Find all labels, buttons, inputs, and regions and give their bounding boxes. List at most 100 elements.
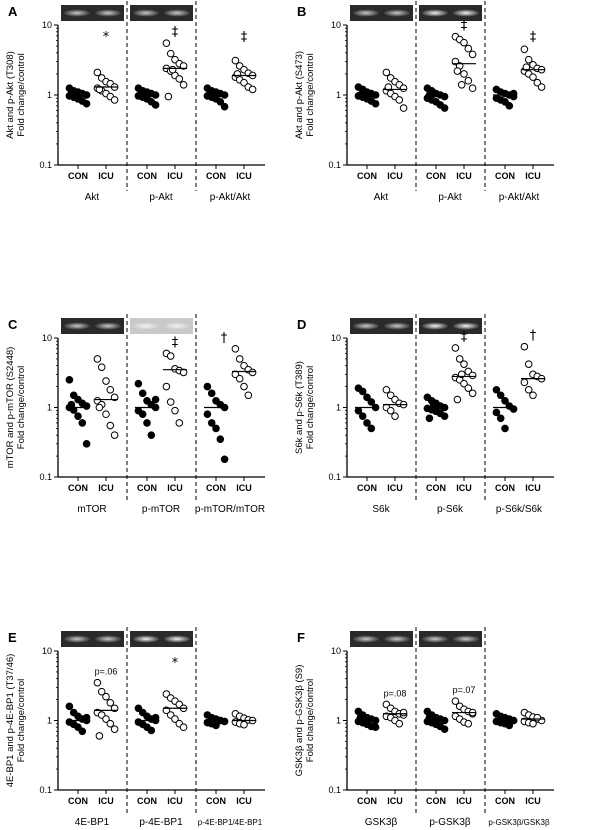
blot-strip bbox=[130, 318, 193, 334]
icu-point bbox=[171, 406, 179, 415]
panel-f: F GSK3β and p-GSK3β (S9) Fold change/contr… bbox=[294, 627, 554, 828]
icu-point bbox=[520, 45, 529, 54]
category-label: p-Akt/Akt bbox=[499, 192, 540, 203]
con-point bbox=[207, 419, 216, 427]
con-point bbox=[82, 440, 91, 448]
blot-band bbox=[453, 635, 479, 643]
y-axis-label: S6k and p-S6k (T389) bbox=[294, 361, 305, 454]
blot-band bbox=[64, 9, 90, 17]
icu-point bbox=[391, 412, 399, 420]
blot-band bbox=[95, 635, 121, 643]
x-tick-label: ICU bbox=[525, 171, 541, 181]
icu-point bbox=[524, 385, 533, 394]
significance-annotation: p=.06 bbox=[95, 667, 118, 677]
con-point bbox=[371, 723, 380, 732]
icu-point bbox=[529, 391, 537, 400]
icu-point bbox=[179, 62, 188, 70]
icu-point bbox=[93, 678, 102, 687]
category-2: CON ICU p-4E-BP1/4E-BP1 bbox=[198, 709, 263, 827]
icu-point bbox=[240, 382, 248, 391]
category-0: CON ICU Akt * bbox=[65, 30, 119, 203]
category-label: p-mTOR bbox=[142, 504, 180, 515]
icu-point bbox=[168, 65, 177, 74]
icu-point bbox=[97, 363, 106, 372]
blot-background bbox=[350, 318, 413, 334]
y-tick-label: 0.1 bbox=[328, 160, 341, 170]
icu-point bbox=[164, 92, 173, 101]
category-label: Akt bbox=[374, 192, 389, 203]
x-tick-label: ICU bbox=[387, 483, 403, 493]
icu-point bbox=[233, 70, 242, 78]
significance-annotation: ‡ bbox=[530, 30, 537, 45]
blot-strip bbox=[350, 318, 413, 334]
blot-background bbox=[130, 318, 193, 334]
icu-point bbox=[102, 377, 110, 385]
x-tick-label: ICU bbox=[167, 796, 183, 806]
panel-letter: A bbox=[8, 4, 18, 19]
category-label: p-GSK3β/GSK3β bbox=[488, 818, 550, 827]
y-axis-label: Fold change/control bbox=[16, 53, 27, 136]
icu-point bbox=[460, 360, 468, 368]
con-point bbox=[134, 379, 143, 388]
y-tick-label: 10 bbox=[331, 646, 341, 656]
y-axis-label: mTOR and p-mTOR (S2448) bbox=[5, 347, 16, 469]
y-axis-label: Fold change/control bbox=[305, 679, 316, 762]
x-tick-label: ICU bbox=[98, 171, 114, 181]
icu-point bbox=[166, 49, 175, 58]
blot-band bbox=[164, 322, 190, 330]
significance-annotation: ‡ bbox=[241, 30, 248, 45]
icu-point bbox=[95, 732, 104, 740]
category-label: p-4E-BP1/4E-BP1 bbox=[198, 818, 263, 827]
icu-point bbox=[231, 56, 240, 65]
significance-annotation: ‡ bbox=[172, 25, 179, 40]
category-1: CON ICU p-Akt ‡ bbox=[423, 19, 477, 203]
con-point bbox=[367, 398, 376, 406]
y-axis-label: Fold change/control bbox=[305, 53, 316, 136]
blot-background bbox=[419, 5, 482, 21]
blot-band bbox=[384, 9, 410, 17]
icu-point bbox=[102, 715, 110, 723]
significance-annotation: * bbox=[103, 30, 110, 45]
icu-point bbox=[537, 83, 546, 91]
panel-e: E 4E-BP1 and p-4E-BP1 (T37/46) Fold change… bbox=[5, 627, 265, 828]
blot-strip bbox=[419, 631, 482, 647]
blot-band bbox=[353, 322, 379, 330]
blot-band bbox=[453, 9, 479, 17]
blot-strip bbox=[419, 5, 482, 21]
icu-point bbox=[464, 384, 473, 392]
con-point bbox=[82, 402, 91, 410]
con-point bbox=[207, 389, 216, 398]
con-point bbox=[425, 91, 434, 99]
con-point bbox=[505, 721, 514, 730]
con-point bbox=[367, 424, 376, 433]
y-tick-label: 1 bbox=[47, 90, 52, 100]
blot-strip bbox=[61, 318, 124, 334]
panel-a: A Akt and p-Akt (T308) Fold change/control… bbox=[5, 1, 265, 203]
icu-point bbox=[97, 687, 106, 696]
category-label: p-GSK3β bbox=[429, 817, 471, 828]
y-tick-label: 1 bbox=[336, 90, 341, 100]
significance-annotation: p=.07 bbox=[453, 685, 476, 695]
icu-point bbox=[382, 68, 391, 77]
panel-letter: C bbox=[8, 317, 18, 332]
y-axis-label: Fold change/control bbox=[16, 679, 27, 762]
x-tick-label: ICU bbox=[167, 483, 183, 493]
category-label: p-Akt bbox=[438, 192, 462, 203]
con-point bbox=[501, 424, 509, 433]
x-tick-label: CON bbox=[357, 171, 377, 181]
y-tick-label: 0.1 bbox=[39, 472, 52, 482]
blot-background bbox=[130, 5, 193, 21]
con-point bbox=[220, 455, 229, 464]
y-axis-label: Akt and p-Akt (S473) bbox=[294, 51, 305, 139]
y-tick-label: 0.1 bbox=[39, 785, 52, 795]
blot-band bbox=[422, 635, 448, 643]
blot-band bbox=[422, 322, 448, 330]
y-tick-label: 1 bbox=[47, 403, 52, 413]
significance-annotation: † bbox=[530, 329, 537, 344]
con-point bbox=[212, 721, 220, 730]
x-tick-label: ICU bbox=[387, 171, 403, 181]
significance-annotation: p=.08 bbox=[384, 688, 407, 698]
icu-point bbox=[162, 39, 171, 47]
blot-band bbox=[64, 635, 90, 643]
blot-band bbox=[95, 322, 121, 330]
